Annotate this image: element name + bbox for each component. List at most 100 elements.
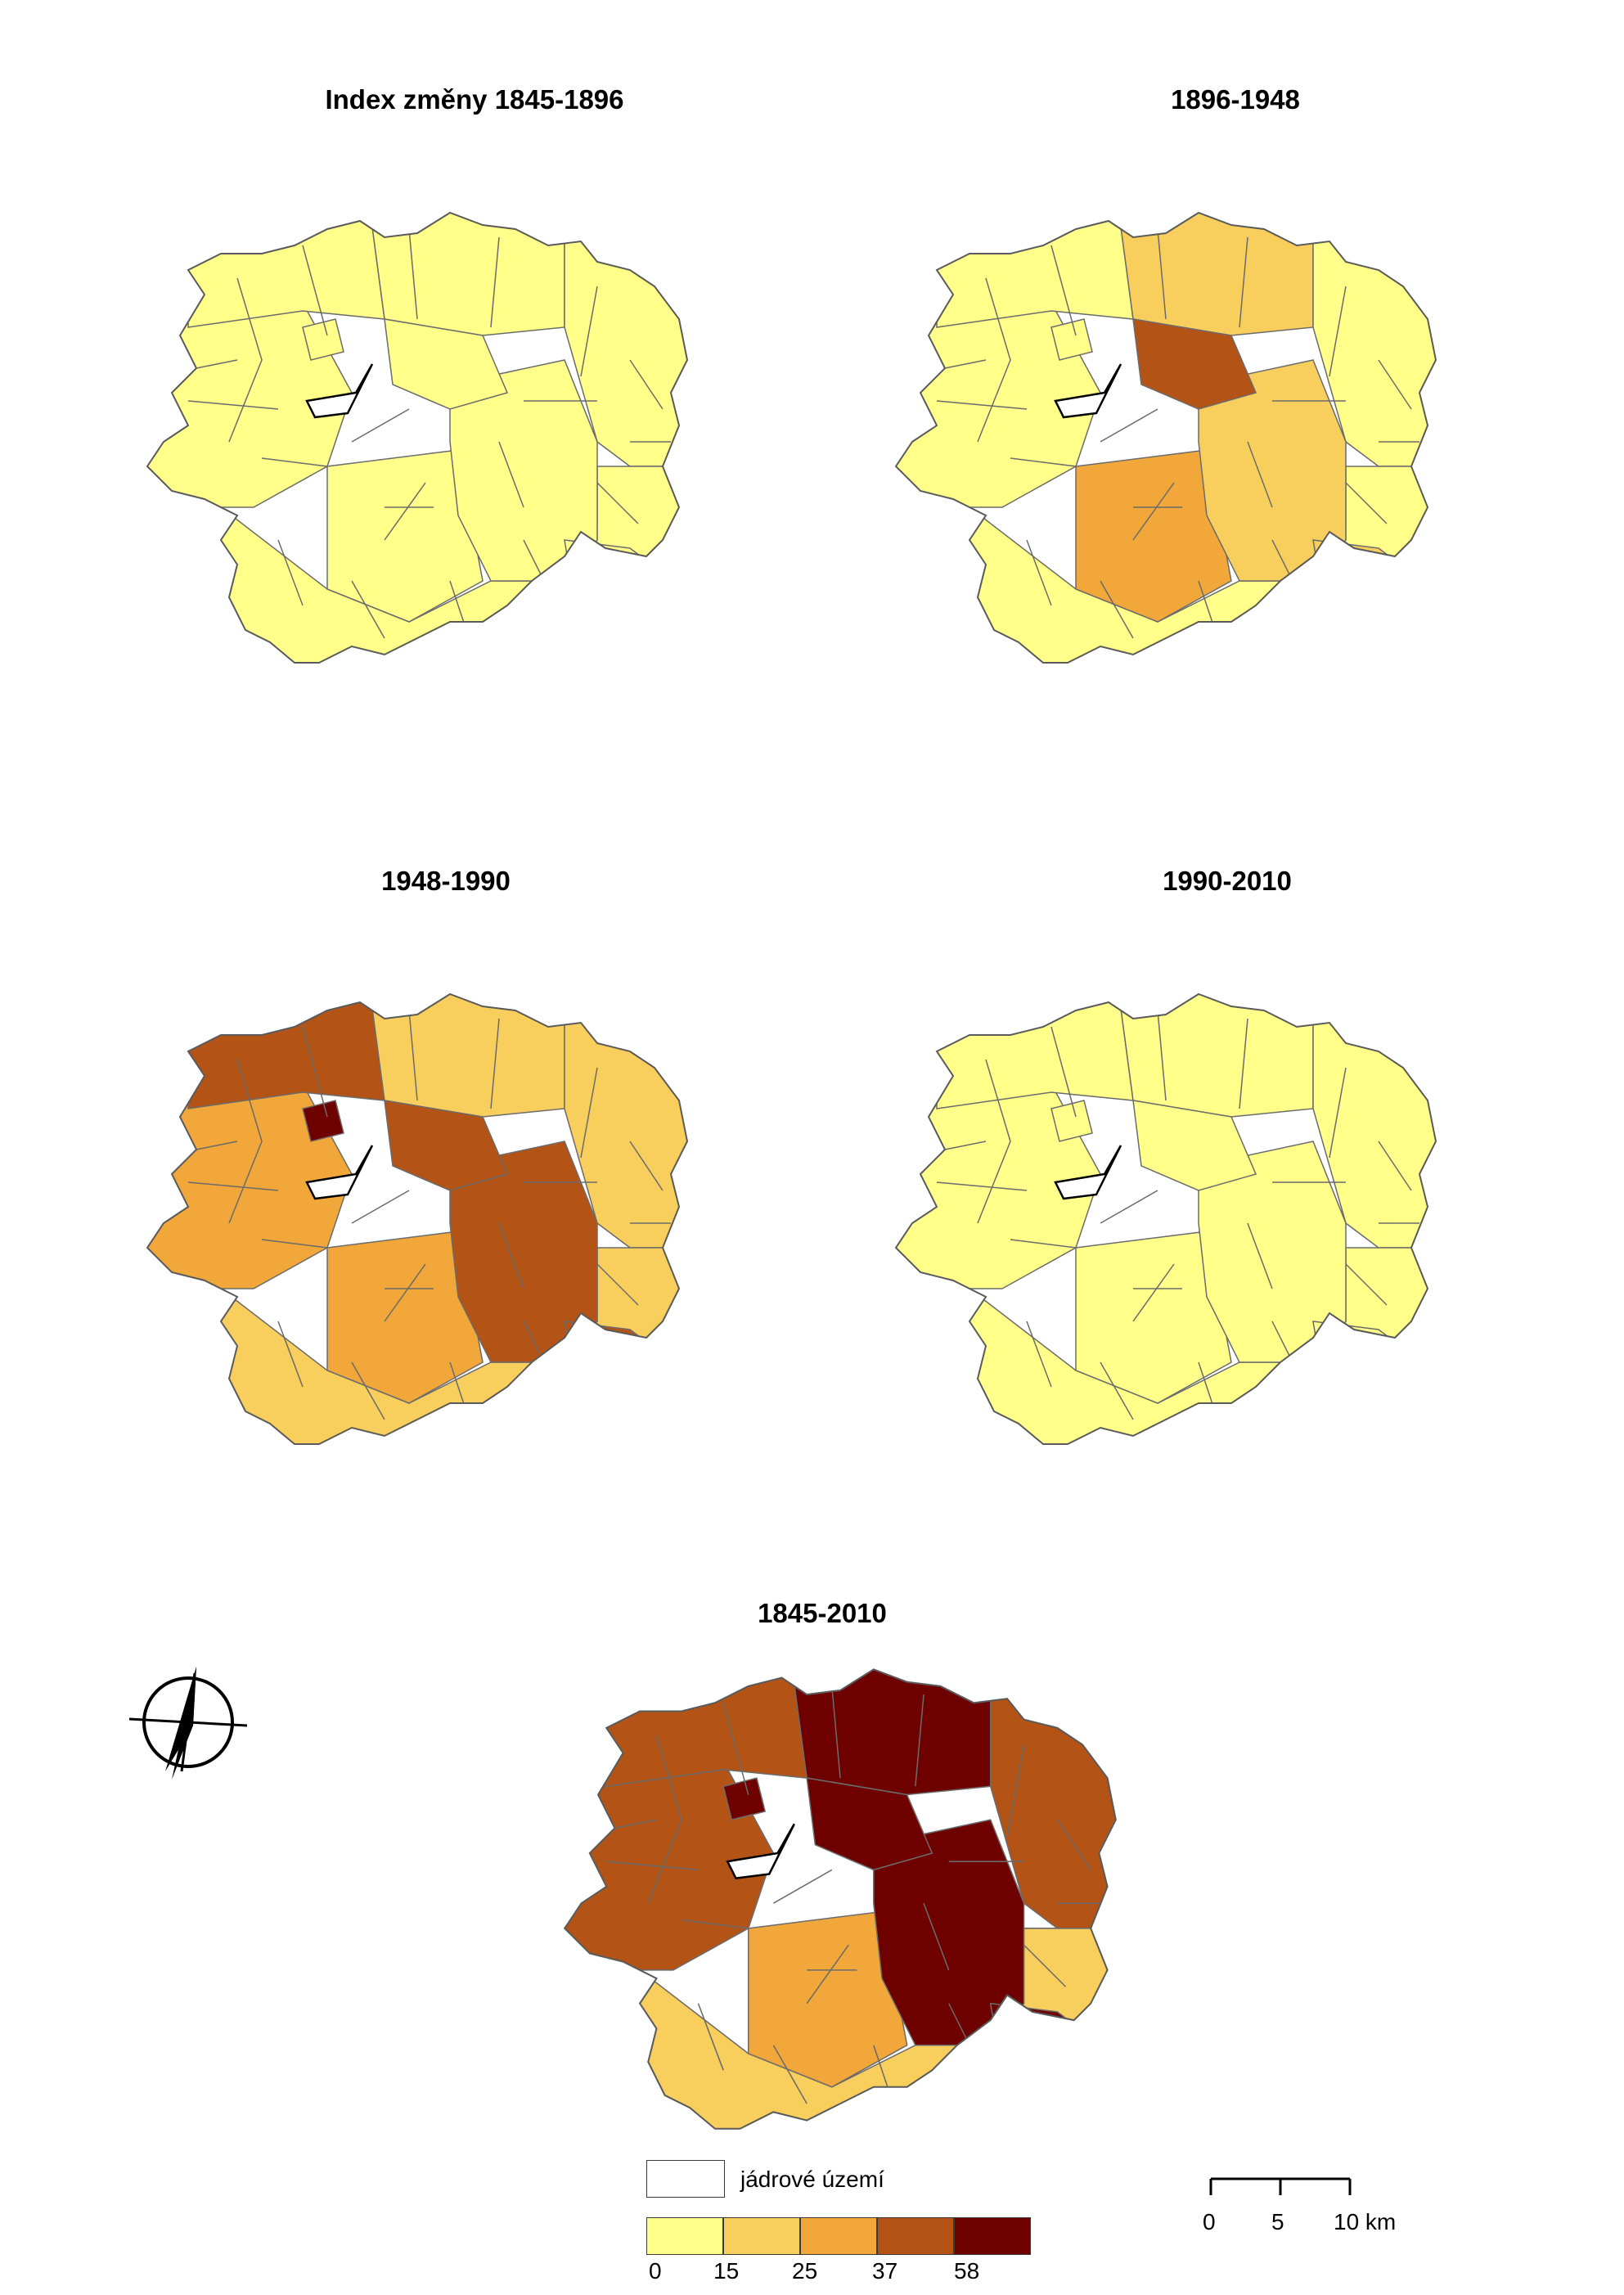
map-title-1948-1990: 1948-1990: [381, 866, 511, 896]
district-boundary: [977, 1059, 1011, 1224]
district-boundary: [596, 482, 639, 524]
district-boundary: [629, 1141, 664, 1191]
district-boundary: [936, 400, 1028, 410]
district-boundary: [384, 482, 426, 541]
district-northcenter: [384, 318, 509, 410]
legend-break-label-25: 25: [792, 2258, 818, 2284]
district-boundary: [580, 1067, 598, 1159]
legend-core-area-box: [646, 2160, 725, 2198]
map-title-1990-2010: 1990-2010: [1163, 866, 1292, 896]
city-outline: [894, 211, 1437, 664]
district-boundary: [944, 359, 987, 369]
core-area: [1054, 1145, 1122, 1200]
scale-label-10-km: 10 km: [1334, 2209, 1397, 2234]
district-boundary: [772, 2045, 808, 2104]
district-boundary: [1345, 1263, 1388, 1306]
district-boundary: [1345, 482, 1388, 524]
district-northwest: [187, 213, 385, 328]
district-boundary: [196, 1141, 238, 1150]
legend-break-label-15: 15: [713, 2258, 740, 2284]
district-boundary: [490, 236, 500, 328]
district-boundary: [806, 1944, 849, 2005]
district-boundary: [1050, 1026, 1077, 1118]
district-boundary: [1100, 1361, 1134, 1420]
legend-break-label-0: 0: [649, 2258, 662, 2284]
district-boundary: [1132, 1263, 1175, 1322]
district-boundary: [384, 1263, 426, 1322]
district-boundary: [606, 1861, 699, 1871]
district-centersouth: [747, 1910, 908, 2088]
core-area: [726, 1823, 796, 1879]
map-title-1896-1948: 1896-1948: [1171, 84, 1300, 115]
core-area: [305, 1145, 374, 1200]
city-outline: [146, 992, 689, 1445]
district-boundary: [1157, 1010, 1167, 1101]
district-boundary: [498, 441, 524, 508]
district-boundary: [277, 1321, 304, 1388]
district-northcenter: [1132, 318, 1257, 410]
north-arrow-icon: [128, 1667, 248, 1780]
district-boundary: [1050, 245, 1077, 336]
core-area: [305, 363, 374, 419]
district-boundary: [351, 580, 385, 639]
district-boundary: [580, 286, 598, 377]
legend-bin-0: [646, 2217, 723, 2255]
legend-bin-1: [723, 2217, 800, 2255]
district-boundary: [936, 1181, 1028, 1191]
district-spot: [722, 1777, 767, 1821]
district-boundary: [1026, 1321, 1052, 1388]
choropleth-map-2: [146, 992, 689, 1445]
district-boundary: [831, 1685, 841, 1779]
district-northcenter: [1132, 1100, 1257, 1191]
district-boundary: [1023, 1944, 1067, 1987]
district-boundary: [1329, 1067, 1347, 1159]
legend-core-area-label: jádrové území: [740, 2167, 884, 2192]
district-north: [367, 213, 565, 336]
district-boundary: [1247, 1222, 1273, 1289]
core-area: [1054, 363, 1122, 419]
district-boundary: [351, 1190, 410, 1224]
district-boundary: [261, 457, 328, 467]
district-boundary: [187, 1181, 279, 1191]
map-title-1845-1896: Index změny 1845-1896: [325, 84, 624, 115]
district-boundary: [596, 1263, 639, 1306]
district-boundary: [915, 1694, 924, 1787]
district-centersouth: [326, 449, 484, 623]
legend-bin-2: [800, 2217, 877, 2255]
scale-bar: [1209, 2177, 1352, 2195]
district-boundary: [647, 1735, 682, 1904]
legend-break-label-37: 37: [872, 2258, 898, 2284]
district-boundary: [196, 359, 238, 369]
district-north: [367, 994, 565, 1118]
district-boundary: [408, 228, 418, 320]
district-boundary: [977, 277, 1011, 443]
district-boundary: [302, 1026, 328, 1118]
district-boundary: [228, 1059, 263, 1224]
district-boundary: [1100, 1190, 1158, 1224]
district-boundary: [1026, 539, 1052, 606]
district-boundary: [1239, 1018, 1248, 1109]
district-spot: [302, 318, 344, 361]
district-boundary: [490, 1018, 500, 1109]
district-boundary: [1010, 457, 1077, 467]
district-north: [1116, 213, 1314, 336]
district-boundary: [187, 400, 279, 410]
district-boundary: [302, 245, 328, 336]
district-spot: [1050, 318, 1093, 361]
district-boundary: [228, 277, 263, 443]
map-title-1845-2010: 1845-2010: [758, 1598, 887, 1628]
choropleth-map-1: [894, 211, 1437, 664]
district-boundary: [1100, 580, 1134, 639]
choropleth-map-3: [894, 992, 1437, 1445]
district-boundary: [408, 1010, 418, 1101]
district-spot: [1050, 1100, 1093, 1142]
district-boundary: [351, 408, 410, 443]
legend-bin-3: [877, 2217, 954, 2255]
district-boundary: [1239, 236, 1248, 328]
city-outline: [894, 992, 1437, 1445]
district-centersouth: [326, 1231, 484, 1404]
scale-label-5: 5: [1271, 2209, 1284, 2234]
district-boundary: [1056, 1819, 1091, 1870]
city-outline: [146, 211, 689, 664]
district-boundary: [772, 1869, 833, 1904]
